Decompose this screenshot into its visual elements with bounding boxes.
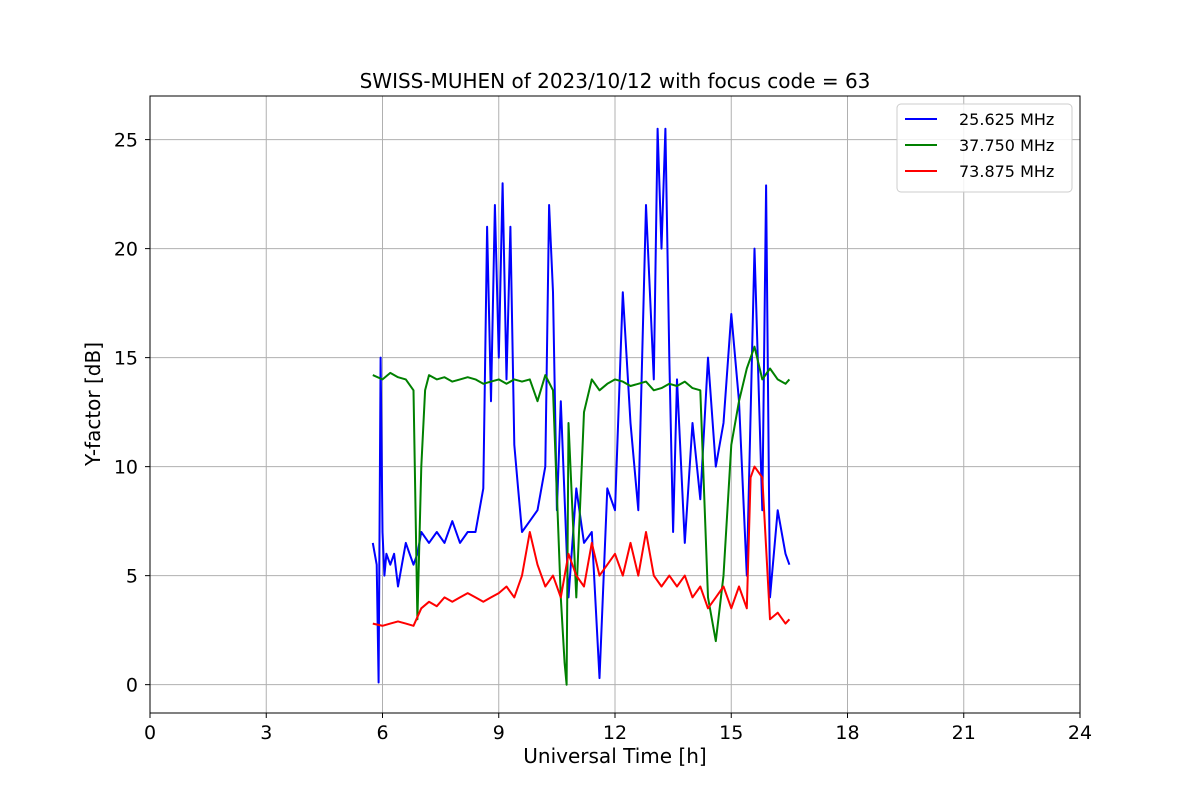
- axis-ticks: 0 3 6 9 12 15 18 21 24 0 5 10 15 20 25: [114, 130, 1092, 744]
- series-line-2: [372, 465, 791, 627]
- y-tick-label: 0: [126, 675, 138, 697]
- legend-label-0: 25.625 MHz: [959, 110, 1054, 129]
- y-tick-label: 5: [126, 566, 138, 588]
- series-line-0: [371, 127, 791, 684]
- x-tick-label: 12: [603, 722, 627, 744]
- y-tick-label: 25: [114, 130, 138, 152]
- legend-label-1: 37.750 MHz: [959, 136, 1054, 155]
- x-tick-label: 9: [493, 722, 505, 744]
- legend: 25.625 MHz 37.750 MHz 73.875 MHz: [896, 103, 1073, 193]
- series-layer: [371, 127, 791, 686]
- x-tick-label: 0: [144, 722, 156, 744]
- chart-title: SWISS-MUHEN of 2023/10/12 with focus cod…: [360, 69, 871, 93]
- x-tick-label: 6: [376, 722, 388, 744]
- y-axis-label: Y-factor [dB]: [81, 342, 105, 467]
- series-line-1: [372, 345, 791, 686]
- x-tick-label: 21: [952, 722, 976, 744]
- y-tick-label: 20: [114, 239, 138, 261]
- x-tick-label: 3: [260, 722, 272, 744]
- y-tick-label: 15: [114, 348, 138, 370]
- y-tick-label: 10: [114, 457, 138, 479]
- x-tick-label: 18: [835, 722, 859, 744]
- legend-box: [896, 103, 1073, 193]
- x-axis-label: Universal Time [h]: [523, 744, 706, 768]
- x-tick-label: 24: [1068, 722, 1092, 744]
- grid: [149, 96, 1081, 713]
- x-tick-label: 15: [719, 722, 743, 744]
- legend-label-2: 73.875 MHz: [959, 162, 1054, 181]
